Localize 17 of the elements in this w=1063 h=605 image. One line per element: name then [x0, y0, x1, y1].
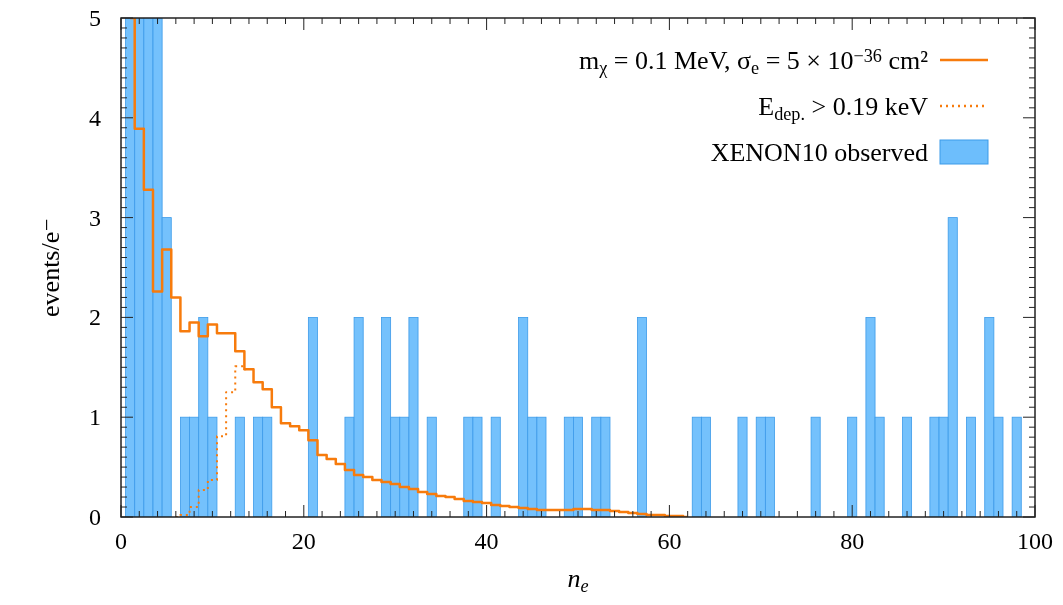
legend-label: XENON10 observed	[710, 138, 928, 167]
legend-label: E$_{dep.}$ > 0.19 keV	[758, 92, 929, 124]
y-tick-label: 0	[89, 504, 101, 530]
legend-label: m$_{χ}$ = 0.1 MeV, σ$_{e}$ = 5 × 10$^{−36}$ cm²	[579, 45, 929, 78]
y-tick-label: 5	[89, 5, 101, 31]
x-tick-label: 60	[657, 528, 682, 554]
x-tick-label: 80	[840, 528, 865, 554]
y-tick-label: 4	[89, 104, 101, 131]
x-axis-title: n$_{e}$	[567, 564, 589, 596]
y-axis-title: events/e⁻	[36, 218, 65, 317]
y-tick-label: 1	[89, 404, 101, 431]
x-tick-label: 0	[115, 528, 127, 554]
y-tick-label: 2	[89, 304, 101, 331]
y-tick-label: 3	[89, 204, 101, 231]
x-tick-label: 40	[474, 528, 499, 554]
x-tick-label: 20	[291, 528, 316, 554]
x-tick-label: 100	[1017, 528, 1053, 554]
